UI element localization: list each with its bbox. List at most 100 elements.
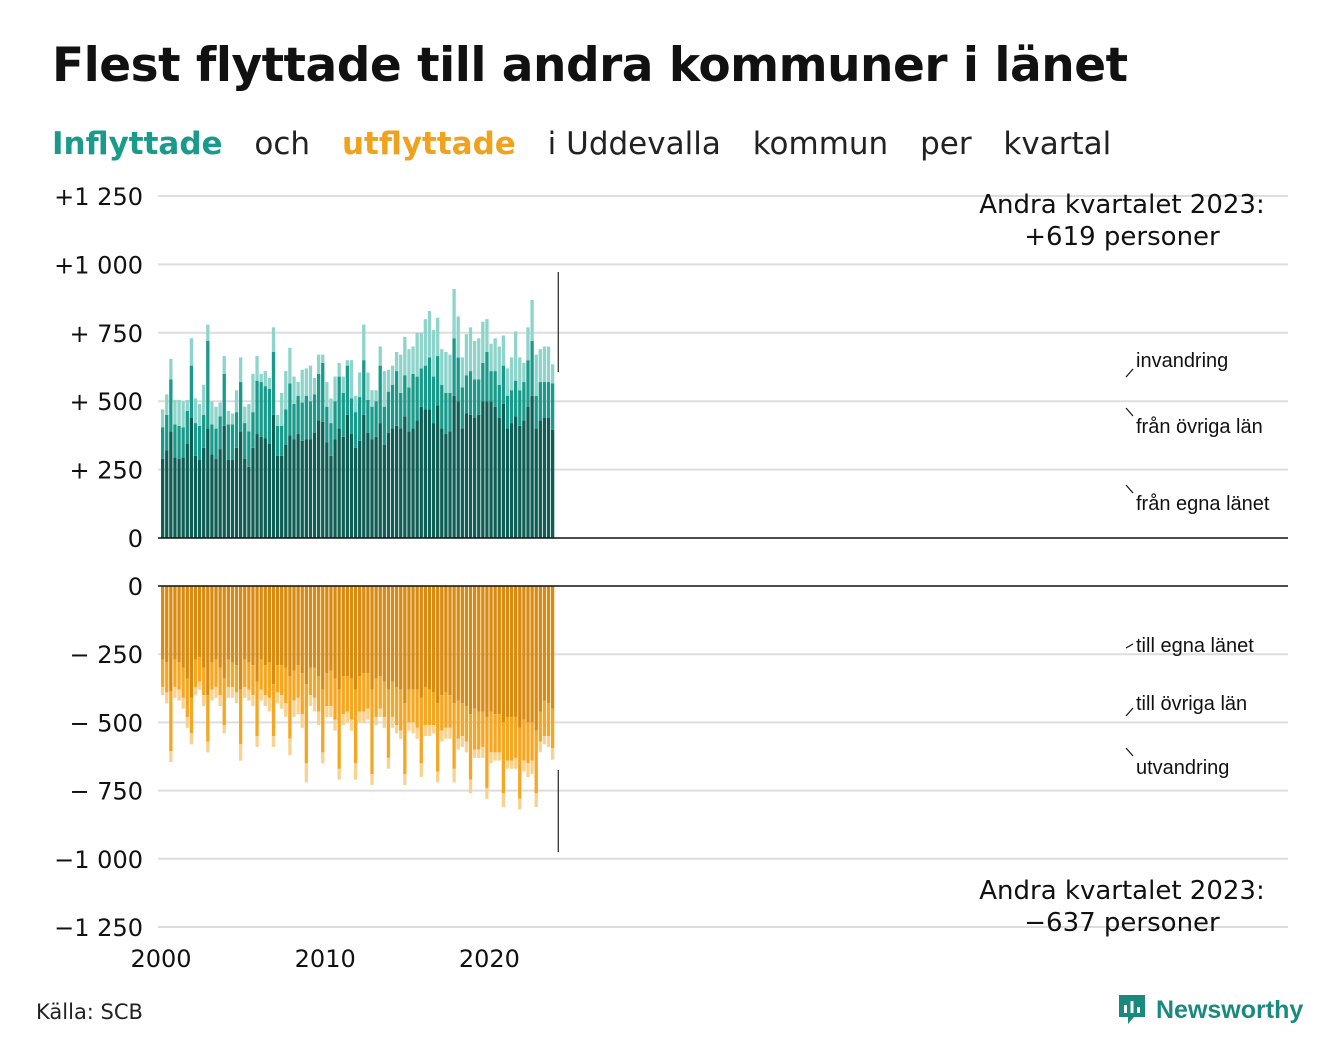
bar-out-segment [546, 586, 551, 704]
bar-out-segment [518, 798, 522, 810]
bottom-annotation-line2: −637 personer [1024, 908, 1220, 938]
bar-out-segment [226, 659, 230, 687]
bar-out-segment [214, 586, 218, 660]
bar-out-segment [161, 686, 165, 696]
bar-in-segment [436, 405, 440, 538]
bar-in-segment [546, 382, 551, 418]
bar-in-segment [329, 423, 333, 456]
bar-out-segment [304, 763, 308, 783]
bar-in-segment [325, 442, 329, 538]
bar-in-segment [403, 416, 407, 538]
bar-out-segment [349, 719, 354, 731]
bar-in-segment [448, 392, 452, 432]
bar-in-segment [382, 406, 386, 445]
bar-in-segment [161, 427, 165, 459]
bar-out-segment [173, 686, 177, 698]
bar-out-segment [403, 703, 407, 775]
bar-out-segment [292, 700, 296, 717]
bar-in-segment [374, 390, 378, 402]
bar-in-segment [423, 319, 428, 366]
bar-out-segment [390, 586, 395, 682]
bar-in-segment [288, 383, 292, 436]
bar-in-segment [481, 362, 485, 402]
bar-out-segment [333, 586, 337, 679]
bar-in-segment [468, 371, 473, 415]
top-annotation-line1: Andra kvartalet 2023: [979, 190, 1264, 220]
bar-out-segment [481, 711, 485, 747]
bar-out-segment [374, 716, 378, 726]
bar-out-segment [362, 711, 366, 723]
bar-in-segment [501, 335, 506, 366]
bar-out-segment [394, 725, 399, 734]
bar-in-segment [226, 460, 230, 538]
bar-out-segment [526, 722, 530, 764]
bar-out-segment [169, 586, 173, 692]
bar-in-segment [189, 417, 194, 538]
bar-out-segment [378, 676, 382, 709]
bar-in-segment [165, 394, 169, 415]
bar-out-segment [526, 586, 530, 723]
bar-out-segment [292, 670, 296, 701]
bar-in-segment [161, 409, 165, 428]
newsworthy-logo: Newsworthy [1116, 992, 1303, 1028]
bar-out-segment [460, 736, 464, 747]
bar-out-segment [234, 586, 239, 666]
bar-in-segment [452, 395, 456, 538]
bar-in-segment [234, 412, 239, 448]
bar-out-segment [259, 659, 263, 690]
bar-out-segment [534, 730, 538, 794]
bar-out-segment [234, 692, 239, 704]
bar-in-segment [230, 413, 235, 425]
bar-in-segment [304, 439, 308, 538]
bar-out-segment [271, 586, 276, 685]
top-y-tick-label: 0 [128, 525, 143, 553]
bar-out-segment [431, 725, 436, 734]
bar-out-segment [546, 703, 551, 737]
subtitle-place: i Uddevalla [547, 126, 721, 162]
bar-in-segment [370, 406, 374, 440]
bar-in-segment [206, 428, 210, 538]
bar-out-segment [485, 586, 489, 717]
bar-in-segment [423, 365, 428, 410]
bar-in-segment [218, 402, 222, 417]
bar-in-segment [501, 365, 506, 404]
bar-out-segment [325, 586, 329, 674]
bar-in-segment [353, 412, 358, 448]
bar-out-segment [312, 586, 317, 668]
bar-out-segment [550, 708, 555, 749]
bar-out-segment [509, 716, 514, 761]
bar-out-segment [464, 586, 469, 707]
bar-in-segment [456, 316, 460, 358]
bar-out-segment [284, 667, 288, 704]
bar-out-segment [353, 689, 358, 764]
top-series-label: från egna länet [1136, 493, 1270, 515]
bar-in-segment [378, 346, 382, 366]
bar-in-segment [390, 428, 395, 538]
bar-in-segment [189, 365, 194, 418]
bar-out-segment [267, 586, 272, 663]
bar-in-segment [316, 373, 321, 421]
bar-out-segment [468, 586, 473, 715]
bar-in-segment [345, 360, 350, 366]
bar-in-segment [460, 387, 464, 429]
bar-in-segment [542, 346, 547, 383]
bar-out-segment [456, 586, 460, 701]
top-label-leader [1125, 407, 1134, 417]
bar-out-segment [177, 689, 181, 701]
bar-out-segment [374, 678, 378, 717]
bar-in-segment [419, 332, 423, 369]
bar-out-segment [173, 659, 177, 687]
subtitle-per: per [920, 126, 972, 162]
bar-in-segment [189, 338, 194, 366]
bar-in-segment [481, 401, 485, 538]
bar-out-segment [456, 700, 460, 739]
bar-out-segment [460, 586, 464, 704]
bar-in-segment [456, 401, 460, 538]
bar-in-segment [530, 299, 534, 342]
bar-in-segment [247, 431, 251, 467]
bar-in-segment [403, 375, 407, 417]
bar-in-segment [214, 458, 218, 538]
bar-out-segment [403, 774, 407, 786]
bar-in-segment [497, 417, 501, 538]
bar-in-segment [530, 395, 534, 538]
